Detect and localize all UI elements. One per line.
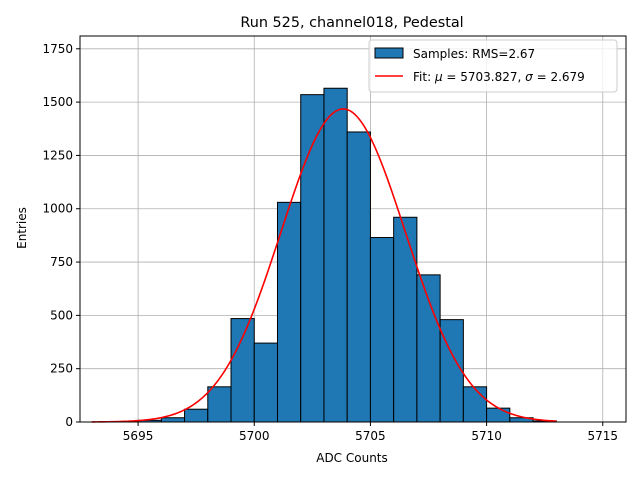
y-tick-label: 750 bbox=[50, 255, 73, 269]
legend-fit-suffix: = 2.679 bbox=[533, 70, 585, 84]
y-tick-label: 1500 bbox=[42, 95, 73, 109]
y-axis-label: Entries bbox=[15, 207, 29, 249]
legend-fit-mid: = 5703.827, bbox=[443, 70, 526, 84]
histogram-bar bbox=[161, 418, 184, 422]
y-tick-label: 250 bbox=[50, 362, 73, 376]
histogram-bar bbox=[254, 343, 277, 422]
legend-fit-mu-symbol: μ bbox=[434, 70, 443, 84]
x-axis-label: ADC Counts bbox=[316, 451, 388, 465]
legend-fit-prefix: Fit: bbox=[413, 70, 435, 84]
legend-swatch-samples bbox=[375, 48, 403, 58]
x-tick-label: 5700 bbox=[239, 429, 270, 443]
histogram-bar bbox=[277, 202, 300, 422]
legend-label-fit: Fit: μ = 5703.827, σ = 2.679 bbox=[413, 70, 585, 84]
histogram-bar bbox=[487, 408, 510, 422]
chart-title: Run 525, channel018, Pedestal bbox=[240, 15, 463, 31]
histogram-bar bbox=[370, 238, 393, 422]
y-tick-label: 500 bbox=[50, 308, 73, 322]
histogram-bar bbox=[324, 88, 347, 422]
y-tick-label: 1000 bbox=[42, 202, 73, 216]
x-tick-label: 5695 bbox=[123, 429, 154, 443]
legend-label-samples: Samples: RMS=2.67 bbox=[413, 47, 535, 61]
x-tick-label: 5715 bbox=[587, 429, 618, 443]
legend: Samples: RMS=2.67 Fit: μ = 5703.827, σ =… bbox=[369, 40, 617, 92]
histogram-bar bbox=[417, 275, 440, 422]
y-tick-label: 1250 bbox=[42, 148, 73, 162]
x-tick-label: 5710 bbox=[471, 429, 502, 443]
histogram-bar bbox=[185, 409, 208, 422]
y-tick-label: 1750 bbox=[42, 42, 73, 56]
y-tick-label: 0 bbox=[65, 415, 73, 429]
histogram-bar bbox=[231, 319, 254, 422]
histogram-bar bbox=[394, 217, 417, 422]
histogram-bar bbox=[463, 387, 486, 422]
histogram-bar bbox=[347, 132, 370, 422]
x-tick-label: 5705 bbox=[355, 429, 386, 443]
histogram-bar bbox=[208, 387, 231, 422]
